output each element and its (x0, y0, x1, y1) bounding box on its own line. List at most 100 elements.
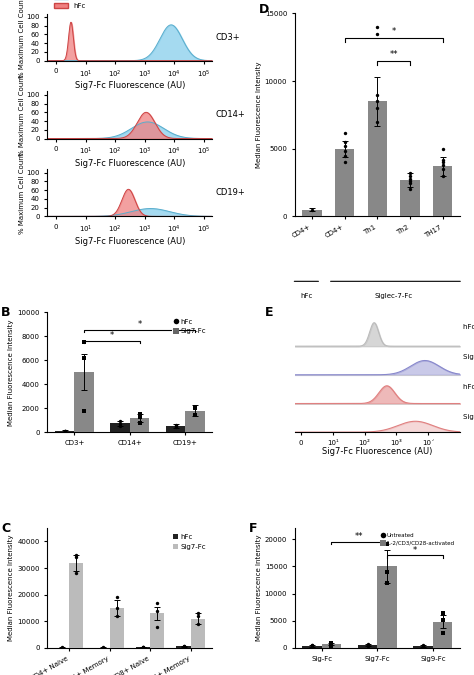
X-axis label: Sig7-Fc Fluorescence (AU): Sig7-Fc Fluorescence (AU) (75, 237, 185, 246)
Legend: Siglec-7-Fc, hFc: Siglec-7-Fc, hFc (51, 0, 114, 12)
Text: hFc, Activated: hFc, Activated (463, 384, 474, 390)
Point (61, 425, 68, 436)
Point (374, 22, 381, 32)
Point (406, 184, 414, 195)
Point (172, 421, 180, 431)
Point (341, 136, 348, 147)
Text: C: C (1, 522, 10, 535)
Bar (433, 166, 452, 217)
Point (139, 641, 147, 652)
Point (99, 642, 106, 653)
Y-axis label: Median Fluorescence Intensity: Median Fluorescence Intensity (9, 535, 15, 641)
Text: E: E (265, 306, 273, 319)
Point (99, 642, 106, 653)
Point (406, 170, 414, 181)
Bar (367, 101, 387, 217)
Point (406, 167, 414, 178)
Legend: Untreated, IL-2/CD3/CD28-activated: Untreated, IL-2/CD3/CD28-activated (378, 531, 457, 548)
Text: *: * (137, 321, 142, 329)
Text: **: ** (389, 50, 398, 59)
Legend: hFc, Sig7-Fc: hFc, Sig7-Fc (170, 532, 209, 553)
Text: **: ** (355, 532, 364, 541)
Point (136, 409, 144, 420)
Point (383, 577, 391, 588)
Point (406, 177, 414, 188)
Point (341, 127, 348, 138)
Bar (74, 372, 94, 432)
Point (341, 150, 348, 161)
Point (374, 28, 381, 39)
Y-axis label: % Maximum Cell Count: % Maximum Cell Count (19, 152, 25, 234)
Text: hFc: hFc (300, 294, 312, 300)
Point (154, 621, 161, 632)
Point (439, 157, 447, 167)
Point (58, 643, 66, 653)
Bar (166, 426, 185, 432)
X-axis label: Sig7-Fc Fluorescence (AU): Sig7-Fc Fluorescence (AU) (322, 448, 432, 456)
Text: Sig7-Fc, Activated: Sig7-Fc, Activated (463, 414, 474, 421)
Point (73, 552, 80, 563)
Point (113, 611, 120, 622)
Point (80, 337, 88, 348)
Point (383, 539, 391, 550)
Text: CD3+: CD3+ (216, 32, 240, 42)
Bar (433, 622, 452, 648)
Text: *: * (109, 331, 114, 340)
Point (341, 157, 348, 167)
Point (308, 640, 316, 651)
Point (116, 421, 124, 431)
Bar (110, 423, 130, 432)
Point (99, 643, 106, 653)
Y-axis label: Median Fluorescence Intensity: Median Fluorescence Intensity (9, 319, 15, 425)
Bar (335, 148, 355, 217)
Point (374, 89, 381, 100)
Point (341, 146, 348, 157)
Point (439, 154, 447, 165)
Point (180, 641, 187, 651)
Point (439, 614, 447, 625)
Bar (185, 410, 205, 432)
X-axis label: Sig7-Fc Fluorescence (AU): Sig7-Fc Fluorescence (AU) (75, 81, 185, 90)
Bar (109, 608, 124, 648)
Point (58, 642, 66, 653)
Point (113, 592, 120, 603)
Text: Siglec-7-Fc: Siglec-7-Fc (374, 294, 413, 300)
Y-axis label: % Maximum Cell Count: % Maximum Cell Count (19, 74, 25, 156)
Text: CD19+: CD19+ (216, 188, 246, 197)
Point (73, 568, 80, 578)
Y-axis label: % Maximum Cell Count: % Maximum Cell Count (19, 0, 25, 78)
Text: D: D (258, 3, 269, 16)
Point (439, 608, 447, 618)
Bar (358, 645, 377, 648)
Point (139, 641, 147, 652)
Point (61, 426, 68, 437)
Point (136, 417, 144, 428)
Point (73, 549, 80, 560)
Point (194, 618, 201, 629)
Text: *: * (392, 27, 396, 36)
Bar (302, 646, 322, 648)
Point (61, 426, 68, 437)
Point (364, 639, 371, 649)
Bar (377, 566, 397, 648)
Point (419, 641, 427, 652)
Text: *: * (413, 545, 417, 555)
Point (116, 418, 124, 429)
Point (419, 640, 427, 651)
Legend: hFc, Sig7-Fc: hFc, Sig7-Fc (170, 316, 209, 337)
Point (308, 205, 316, 216)
Point (58, 642, 66, 653)
Point (136, 411, 144, 422)
Bar (136, 647, 150, 648)
Point (364, 641, 371, 652)
Bar (322, 644, 341, 648)
Point (439, 159, 447, 170)
Point (406, 173, 414, 184)
Point (439, 143, 447, 154)
Y-axis label: Median Fluorescence Intensity: Median Fluorescence Intensity (256, 61, 262, 168)
Point (328, 641, 335, 651)
Text: Sig7-Fc, Unactivated: Sig7-Fc, Unactivated (463, 354, 474, 360)
Point (328, 638, 335, 649)
Point (328, 639, 335, 649)
Point (191, 410, 199, 421)
